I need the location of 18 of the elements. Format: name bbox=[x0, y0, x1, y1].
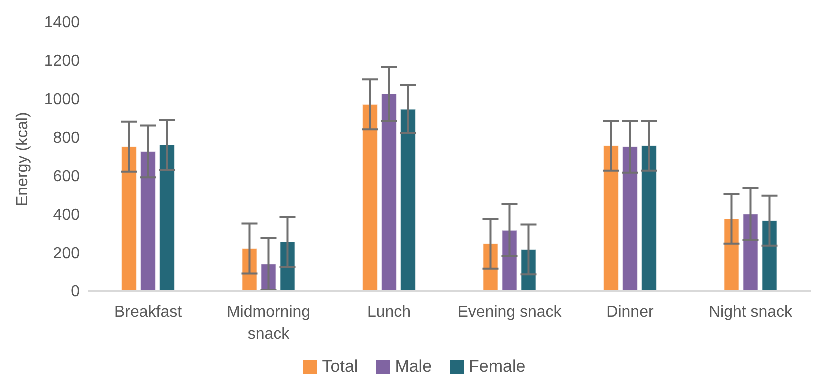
x-tick-label: Night snack bbox=[708, 304, 794, 321]
y-tick-label: 1200 bbox=[44, 53, 80, 70]
x-tick-label: Evening snack bbox=[458, 304, 563, 321]
x-tick-label: Midmorning snack bbox=[226, 304, 311, 343]
legend-label: Total bbox=[322, 357, 358, 377]
y-tick-label: 800 bbox=[53, 130, 80, 147]
y-tick-label: 1000 bbox=[44, 92, 80, 109]
y-tick-label: 400 bbox=[53, 206, 80, 224]
x-tick-label: Lunch bbox=[367, 304, 412, 321]
legend-label: Female bbox=[469, 357, 526, 377]
y-tick-label: 600 bbox=[53, 168, 80, 186]
x-tick-label: Breakfast bbox=[114, 304, 183, 321]
y-tick-label: 200 bbox=[53, 245, 80, 262]
legend-label: Male bbox=[395, 357, 432, 377]
y-axis-title: Energy (kcal) bbox=[14, 112, 32, 206]
y-tick-label: 1400 bbox=[44, 14, 80, 32]
y-tick-label: 0 bbox=[71, 284, 80, 301]
x-tick-label: Dinner bbox=[606, 304, 654, 321]
